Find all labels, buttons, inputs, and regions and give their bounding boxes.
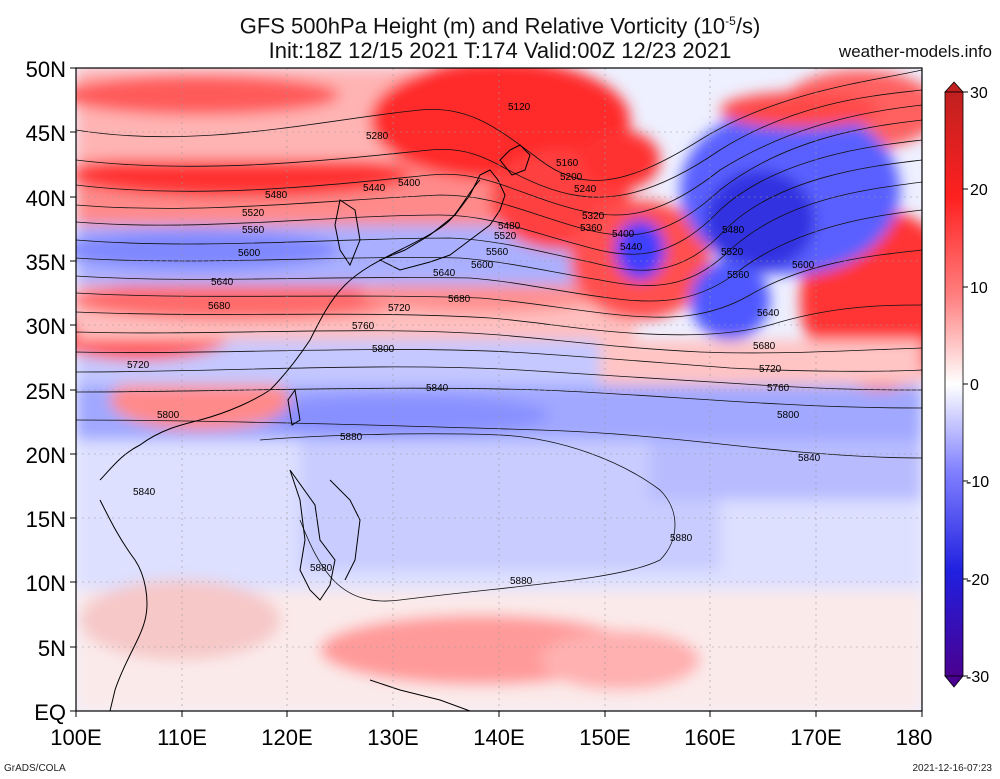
contour-label: 5800 <box>372 344 395 355</box>
contour-label: 5840 <box>426 383 449 394</box>
lat-tick-label: 15N <box>26 507 66 532</box>
contour-label: 5600 <box>471 260 494 271</box>
contour-label: 5680 <box>208 301 231 312</box>
contour-label: 5600 <box>792 260 815 271</box>
lat-tick-label: 40N <box>26 186 66 211</box>
colorbar-tick-label: -30 <box>966 669 989 686</box>
lat-tick-label: EQ <box>34 700 66 725</box>
contour-label: 5560 <box>242 225 265 236</box>
colorbar-tick-label: 0 <box>970 377 979 394</box>
chart-title-line1: GFS 500hPa Height (m) and Relative Vorti… <box>239 13 761 39</box>
contour-label: 5640 <box>757 308 780 319</box>
chart-title-line2: Init:18Z 12/15 2021 T:174 Valid:00Z 12/2… <box>268 38 732 63</box>
colorbar-top-arrow <box>944 81 964 93</box>
lon-tick-label: 160E <box>684 725 735 750</box>
lon-tick-label: 170E <box>790 725 841 750</box>
contour-label: 5280 <box>366 131 389 142</box>
contour-label: 5880 <box>670 533 693 544</box>
contour-label: 5240 <box>574 184 597 195</box>
contour-label: 5480 <box>498 221 521 232</box>
site-credit: weather-models.info <box>838 42 992 61</box>
contour-label: 5560 <box>727 270 750 281</box>
contour-label: 5440 <box>363 183 386 194</box>
contour-label: 5640 <box>433 268 456 279</box>
contour-label: 5640 <box>211 277 234 288</box>
colorbar-tick-label: 30 <box>970 85 988 102</box>
contour-label: 5400 <box>398 178 421 189</box>
contour-label: 5720 <box>759 364 782 375</box>
lat-tick-label: 45N <box>26 121 66 146</box>
contour-label: 5760 <box>352 321 375 332</box>
colorbar-tick-label: -20 <box>966 572 989 589</box>
height-contours <box>76 69 922 602</box>
contour-label: 5400 <box>612 229 635 240</box>
lon-tick-label: 150E <box>579 725 630 750</box>
colorbar-tick-label: -10 <box>966 474 989 491</box>
lon-tick-label: 140E <box>473 725 524 750</box>
contour-labels: 5120 5160 5200 5240 5280 5320 5360 5400 … <box>127 102 821 587</box>
contour-label: 5320 <box>582 211 605 222</box>
footer-software: GrADS/COLA <box>4 763 66 774</box>
longitude-axis: 100E 110E 120E 130E 140E 150E 160E 170E … <box>50 725 932 750</box>
contour-label: 5200 <box>560 172 583 183</box>
lon-tick-label: 100E <box>50 725 101 750</box>
lat-tick-label: 50N <box>26 57 66 82</box>
colorbar-scale <box>944 91 964 677</box>
grid-lines <box>76 68 922 711</box>
contour-label: 5880 <box>310 563 333 574</box>
contour-label: 5720 <box>388 303 411 314</box>
footer-timestamp: 2021-12-16-07:23 <box>912 763 992 774</box>
contour-label: 5480 <box>722 225 745 236</box>
contour-label: 5840 <box>798 453 821 464</box>
colorbar-tick-label: 20 <box>970 182 988 199</box>
contour-label: 5520 <box>242 208 265 219</box>
lon-tick-label: 180 <box>896 725 933 750</box>
contour-label: 5840 <box>133 487 156 498</box>
lon-tick-label: 120E <box>261 725 312 750</box>
lat-tick-label: 20N <box>26 443 66 468</box>
contour-label: 5520 <box>494 231 517 242</box>
contour-label: 5800 <box>777 410 800 421</box>
contour-label: 5800 <box>157 410 180 421</box>
contour-label: 5680 <box>448 294 471 305</box>
lat-tick-label: 5N <box>38 636 66 661</box>
contour-label: 5520 <box>721 247 744 258</box>
lon-tick-label: 130E <box>367 725 418 750</box>
contour-label: 5440 <box>620 242 643 253</box>
coastlines <box>99 144 531 711</box>
vorticity-field: 5120 5160 5200 5240 5280 5320 5360 5400 … <box>76 68 922 711</box>
contour-label: 5880 <box>510 576 533 587</box>
lat-tick-label: 30N <box>26 314 66 339</box>
contour-label: 5680 <box>753 341 776 352</box>
contour-label: 5120 <box>508 102 531 113</box>
contour-label: 5760 <box>767 383 790 394</box>
colorbar-tick-label: 10 <box>970 280 988 297</box>
contour-label: 5600 <box>238 248 261 259</box>
lon-tick-label: 110E <box>157 725 207 750</box>
colorbar-bottom-arrow <box>944 675 964 688</box>
contour-label: 5560 <box>486 247 509 258</box>
colorbar: 30 20 10 0 -10 -20 -30 <box>944 81 989 688</box>
contour-label: 5360 <box>580 223 603 234</box>
contour-label: 5160 <box>556 158 579 169</box>
lon-ticks <box>75 711 923 717</box>
lat-tick-label: 35N <box>26 250 66 275</box>
latitude-axis: 50N 45N 40N 35N 30N 25N 20N 15N 10N 5N E… <box>26 57 66 725</box>
contour-label: 5480 <box>265 190 288 201</box>
lat-ticks <box>70 67 76 712</box>
contour-label: 5880 <box>340 432 363 443</box>
contour-label: 5720 <box>127 360 150 371</box>
lat-tick-label: 10N <box>26 571 66 596</box>
lat-tick-label: 25N <box>26 379 66 404</box>
